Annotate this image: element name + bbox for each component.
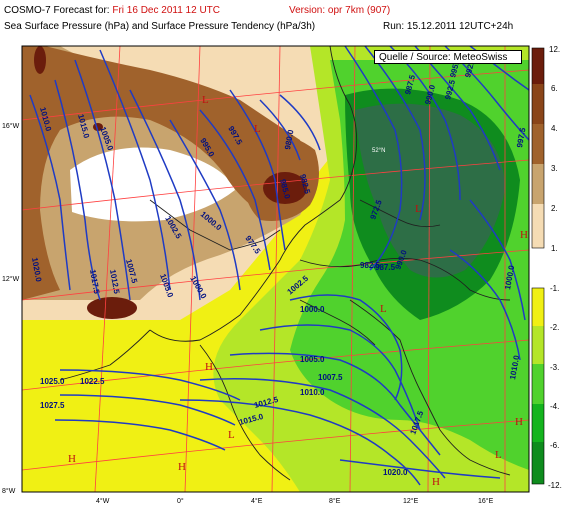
header-prefix: COSMO-7 Forecast for: (4, 5, 110, 16)
lon-label: 12°E (403, 497, 419, 505)
pressure-mark: H (205, 361, 213, 373)
colorbar-upper-label: 4. (551, 124, 558, 133)
colorbar-lower-label: -12. (548, 481, 562, 490)
colorbar-lower-label: -3. (550, 363, 559, 372)
pressure-mark: L (415, 203, 422, 215)
isobar-label: 1012.5 (108, 269, 121, 295)
pressure-mark: H (178, 461, 186, 473)
isobar-label: 1007.5 (318, 373, 343, 382)
pressure-mark: H (432, 476, 440, 488)
header-line-1: COSMO-7 Forecast for: Fri 16 Dec 2011 12… (4, 5, 220, 16)
pressure-mark: L (202, 94, 209, 106)
colorbar-lower: -1. -2. -3. -4. -6. -12. (531, 284, 562, 490)
isobar-label: 982.5 (360, 261, 381, 270)
colorbar-lower-label: -4. (550, 402, 559, 411)
lon-label: 16°E (478, 497, 494, 505)
isobars (29, 45, 530, 486)
source-box: Quelle / Source: MeteoSwiss (374, 50, 522, 64)
colorbar-lower-label: -2. (550, 323, 559, 332)
rise-mid-area (22, 46, 310, 300)
colorbar-upper-label: 12. (549, 45, 560, 54)
lon-label: 0° (177, 497, 184, 505)
isobar-label: 1020.0 (383, 468, 408, 477)
pressure-mark: H (515, 416, 523, 428)
colorbar-upper: 12. 6. 4. 3. 2. 1. (531, 45, 560, 253)
colorbar-upper-label: 3. (551, 164, 558, 173)
rise-strong-blob-2 (87, 297, 137, 319)
lon-label: 4°E (251, 497, 263, 505)
colorbar-upper-label: 1. (551, 244, 558, 253)
isobar-label: 1005.0 (300, 355, 325, 364)
isobar-label: 1000.0 (300, 305, 325, 314)
isobar-label: 1010.0 (300, 388, 325, 397)
forecast-date: Fri 16 Dec 2011 12 UTC (112, 5, 220, 16)
isobar-label: 1000.0 (503, 264, 516, 290)
pressure-centres: L L L H H H L H L H H L (68, 94, 528, 488)
pressure-mark: H (68, 453, 76, 465)
rise-strong-blob-1 (263, 172, 307, 204)
colorbar-upper-label: 6. (551, 84, 558, 93)
isobar-label: 1017.5 (88, 269, 101, 295)
model-version: Version: opr 7km (907) (289, 5, 391, 16)
lat-label: 12°W (2, 275, 20, 283)
rise-strong-blob-3 (34, 46, 46, 74)
isobar-label: 997.5 (515, 127, 527, 149)
colorbar-lower-label: -6. (550, 441, 559, 450)
isobar-label: 1020.0 (30, 257, 43, 283)
isobar-label: 1010.0 (508, 354, 521, 380)
map-frame (21, 45, 530, 493)
pressure-mark: L (495, 449, 502, 461)
pressure-mark: L (380, 303, 387, 315)
lon-label: 4°W (96, 497, 110, 505)
isobar-label: 1025.0 (40, 377, 65, 386)
pressure-mark: L (254, 123, 261, 135)
pressure-mark: H (520, 229, 528, 241)
colorbar-lower-label: -1. (550, 284, 559, 293)
isobar-label: 987.5 (375, 263, 396, 272)
isobar-label: 980.0 (283, 129, 295, 151)
lon-label: 8°E (329, 497, 341, 505)
run-info: Run: 15.12.2011 12UTC+24h (383, 21, 514, 32)
isobar-label: 1022.5 (80, 377, 105, 386)
lat-label: 16°W (2, 122, 20, 130)
lat-label: 8°W (2, 487, 16, 495)
isobar-label: 1027.5 (40, 401, 65, 410)
colorbar-upper-label: 2. (551, 204, 558, 213)
pressure-mark: L (228, 429, 235, 441)
place-label: 52°N (372, 148, 385, 154)
coastlines (59, 45, 511, 481)
fields-description: Sea Surface Pressure (hPa) and Surface P… (4, 21, 316, 32)
